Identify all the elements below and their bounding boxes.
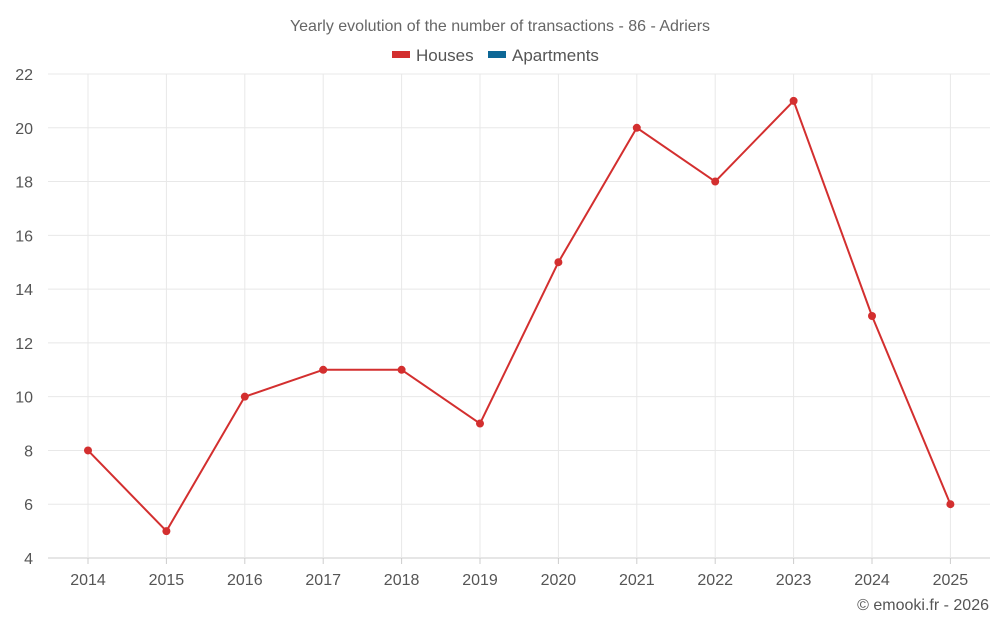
data-point (476, 419, 484, 428)
data-point (162, 527, 171, 536)
x-tick-label: 2020 (541, 572, 577, 589)
data-point (946, 500, 955, 509)
y-axis-ticks: 4 6 8 10 12 14 16 18 20 22 (15, 67, 33, 568)
legend-swatch-apartments[interactable] (488, 51, 506, 58)
x-axis-ticks: 2014 2015 2016 2017 2018 2019 2020 2021 2022 2023… (70, 558, 968, 589)
y-tick-label: 4 (24, 551, 33, 568)
data-point (319, 365, 328, 374)
x-tick-label: 2023 (776, 572, 812, 589)
data-point (789, 96, 798, 105)
data-point (240, 392, 249, 401)
x-tick-label: 2019 (462, 572, 498, 589)
x-tick-label: 2017 (305, 572, 341, 589)
data-point (84, 446, 92, 455)
y-tick-label: 12 (15, 336, 33, 353)
y-tick-label: 8 (24, 443, 33, 460)
series-line-houses (87, 99, 952, 533)
x-tick-label: 2014 (70, 572, 106, 589)
x-tick-label: 2018 (384, 572, 420, 589)
data-point (632, 123, 641, 132)
y-tick-label: 22 (15, 67, 33, 84)
x-tick-label: 2021 (619, 572, 655, 589)
y-tick-label: 18 (15, 175, 33, 192)
data-point (397, 365, 406, 374)
y-tick-label: 20 (15, 121, 33, 138)
series-layer (84, 96, 955, 536)
legend-label-houses[interactable]: Houses (416, 46, 474, 65)
grid (48, 73, 990, 559)
x-tick-label: 2015 (149, 572, 185, 589)
x-tick-label: 2016 (227, 572, 263, 589)
data-point (554, 258, 563, 267)
y-tick-label: 16 (15, 228, 33, 245)
credit-text: © emooki.fr - 2026 (857, 597, 989, 614)
chart-title: Yearly evolution of the number of transa… (290, 18, 710, 35)
legend-label-apartments[interactable]: Apartments (512, 46, 599, 65)
y-tick-label: 10 (15, 390, 33, 407)
data-point (711, 177, 720, 186)
legend: Houses Apartments (392, 46, 599, 65)
legend-swatch-houses[interactable] (392, 51, 410, 58)
x-tick-label: 2022 (697, 572, 733, 589)
x-tick-label: 2024 (854, 572, 890, 589)
y-tick-label: 14 (15, 282, 33, 299)
data-point (868, 312, 876, 320)
x-tick-label: 2025 (933, 572, 969, 589)
y-tick-label: 6 (24, 497, 33, 514)
